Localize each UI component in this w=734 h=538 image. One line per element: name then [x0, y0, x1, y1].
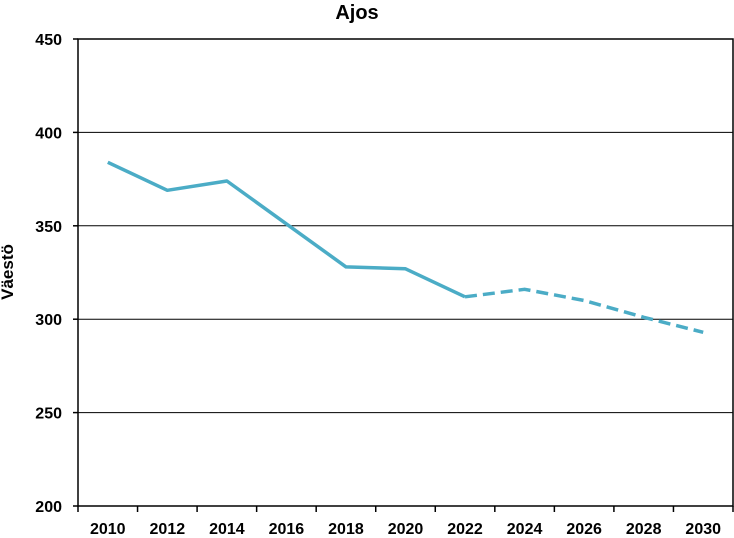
- x-tick-label: 2018: [328, 521, 364, 538]
- x-tick-label: 2020: [388, 521, 424, 538]
- plot-frame: [77, 38, 734, 507]
- y-axis-title: Väestö: [0, 244, 17, 300]
- x-tick-label: 2022: [447, 521, 483, 538]
- actual-line: [107, 160, 466, 299]
- x-tick-label: 2010: [90, 521, 126, 538]
- y-axis: 200 250 300 350 400 450: [35, 32, 78, 516]
- y-tick-label: 300: [35, 312, 62, 329]
- x-tick-label: 2026: [566, 521, 602, 538]
- gridlines: [78, 131, 733, 414]
- chart-title: Ajos: [335, 2, 378, 24]
- y-tick-label: 250: [35, 406, 62, 423]
- series-lines: [107, 160, 704, 334]
- y-tick-label: 200: [35, 499, 62, 516]
- x-axis: 2010 2012 2014 2016 2018 2020 2022 2024 2026 2028…: [77, 506, 734, 538]
- y-tick-label: 400: [35, 125, 62, 142]
- x-tick-label: 2012: [150, 521, 186, 538]
- x-tick-label: 2028: [626, 521, 662, 538]
- y-tick-label: 450: [35, 32, 62, 49]
- x-tick-label: 2014: [209, 521, 245, 538]
- x-tick-label: 2024: [507, 521, 543, 538]
- x-tick-label: 2016: [269, 521, 305, 538]
- y-tick-label: 350: [35, 219, 62, 236]
- x-tick-label: 2030: [685, 521, 721, 538]
- forecast-line: [464, 287, 704, 334]
